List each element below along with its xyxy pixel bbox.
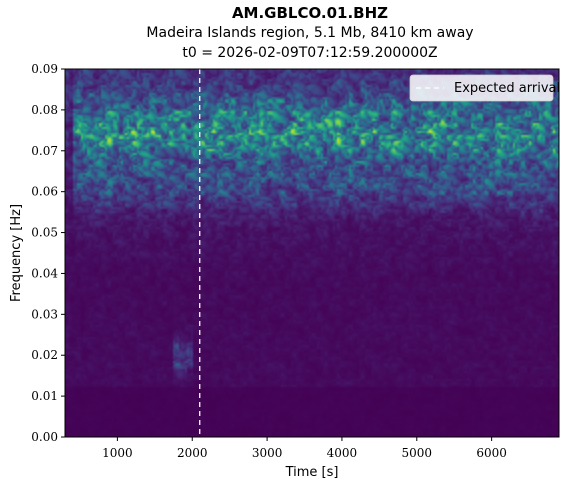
y-axis: 0.00 0.01 0.02 0.03 0.04 0.05 0.06 0.07 0.08 0.09 [31,62,65,444]
y-tick-label: 0.00 [31,430,58,444]
y-axis-label: Frequency [Hz] [9,204,24,302]
y-tick-label: 0.06 [31,185,58,199]
x-tick-label: 5000 [402,446,433,460]
y-tick-label: 0.08 [31,103,58,117]
plot-frame [64,68,560,438]
y-tick-label: 0.07 [31,144,58,158]
x-tick-label: 1000 [102,446,133,460]
x-tick-label: 3000 [252,446,283,460]
y-tick-label: 0.04 [31,266,58,280]
y-tick-label: 0.05 [31,226,58,240]
x-tick-label: 2000 [177,446,208,460]
y-tick-label: 0.02 [31,348,58,362]
legend: Expected arrival [409,74,560,102]
spectrogram-heatmap [65,69,559,437]
chart-title: AM.GBLCO.01.BHZ [231,4,389,22]
x-axis-label: Time [s] [285,465,339,480]
legend-box [409,74,554,102]
y-tick-label: 0.03 [31,307,58,321]
chart-subtitle: Madeira Islands region, 5.1 Mb, 8410 km … [146,25,474,41]
x-tick-label: 6000 [476,446,507,460]
y-tick-label: 0.01 [31,389,58,403]
legend-arrival-label: Expected arrival [454,81,560,96]
y-tick-label: 0.09 [31,62,58,76]
spectrogram-plot-area [65,69,559,437]
x-axis: 1000 2000 3000 4000 5000 6000 [102,437,507,460]
x-tick-label: 4000 [327,446,358,460]
chart-origin-time: t0 = 2026-02-09T07:12:59.200000Z [182,45,438,61]
